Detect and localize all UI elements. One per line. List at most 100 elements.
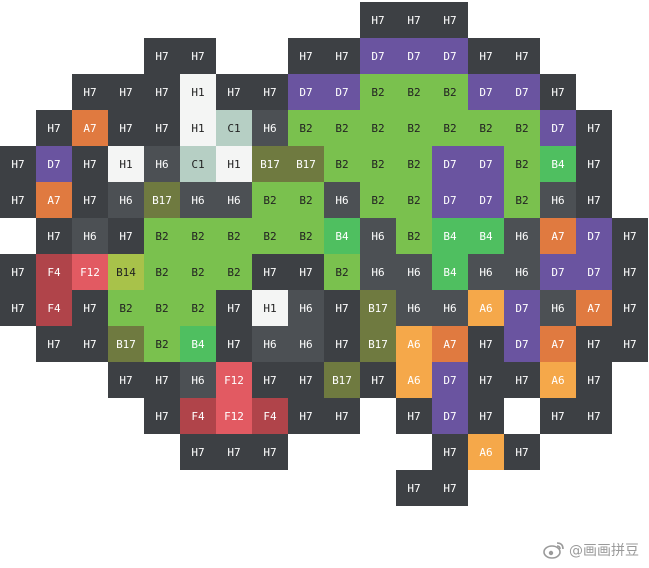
bead-cell-h6: H6 [360, 254, 396, 290]
bead-cell-h7: H7 [144, 362, 180, 398]
bead-cell-b17: B17 [324, 362, 360, 398]
bead-cell-h7: H7 [0, 290, 36, 326]
bead-cell-d7: D7 [324, 74, 360, 110]
bead-cell-b2: B2 [396, 218, 432, 254]
bead-cell-d7: D7 [396, 38, 432, 74]
bead-cell-h7: H7 [396, 470, 432, 506]
bead-cell-b2: B2 [504, 146, 540, 182]
bead-cell-h7: H7 [252, 362, 288, 398]
bead-cell-b4: B4 [540, 146, 576, 182]
bead-cell-h7: H7 [612, 326, 648, 362]
bead-cell-h7: H7 [576, 326, 612, 362]
bead-cell-a7: A7 [432, 326, 468, 362]
bead-cell-h6: H6 [468, 254, 504, 290]
bead-cell-b2: B2 [108, 290, 144, 326]
bead-cell-h7: H7 [36, 218, 72, 254]
bead-cell-h7: H7 [72, 74, 108, 110]
bead-cell-d7: D7 [504, 290, 540, 326]
bead-cell-b2: B2 [180, 290, 216, 326]
bead-cell-h7: H7 [288, 254, 324, 290]
bead-cell-h7: H7 [72, 326, 108, 362]
bead-cell-b2: B2 [432, 74, 468, 110]
bead-cell-h6: H6 [216, 182, 252, 218]
bead-cell-h7: H7 [468, 38, 504, 74]
bead-cell-h7: H7 [144, 110, 180, 146]
bead-cell-h7: H7 [468, 398, 504, 434]
bead-cell-b2: B2 [396, 182, 432, 218]
bead-cell-h7: H7 [0, 146, 36, 182]
bead-cell-b4: B4 [432, 218, 468, 254]
bead-cell-h6: H6 [360, 218, 396, 254]
bead-cell-h7: H7 [504, 362, 540, 398]
bead-cell-b2: B2 [144, 290, 180, 326]
bead-cell-d7: D7 [432, 362, 468, 398]
bead-cell-d7: D7 [36, 146, 72, 182]
bead-cell-b17: B17 [252, 146, 288, 182]
bead-cell-b4: B4 [468, 218, 504, 254]
bead-cell-h6: H6 [540, 182, 576, 218]
bead-cell-h6: H6 [108, 182, 144, 218]
bead-cell-h6: H6 [504, 218, 540, 254]
bead-cell-h6: H6 [432, 290, 468, 326]
bead-cell-h6: H6 [288, 326, 324, 362]
bead-cell-a6: A6 [396, 362, 432, 398]
bead-cell-b2: B2 [504, 110, 540, 146]
bead-cell-h7: H7 [540, 74, 576, 110]
bead-cell-h7: H7 [144, 74, 180, 110]
bead-cell-h6: H6 [540, 290, 576, 326]
bead-cell-d7: D7 [432, 182, 468, 218]
bead-cell-h7: H7 [252, 74, 288, 110]
bead-pattern-grid: H7 H7 H7 H7 H7 H7 H7 D7 D7 D7 H7 H7 H7 H7 H7 H1 H7 H7 D7 D7… [0, 2, 648, 506]
bead-cell-b2: B2 [360, 74, 396, 110]
bead-cell-h7: H7 [108, 110, 144, 146]
bead-cell-h7: H7 [576, 362, 612, 398]
bead-cell-a6: A6 [468, 434, 504, 470]
bead-cell-h6: H6 [396, 254, 432, 290]
bead-cell-b2: B2 [324, 254, 360, 290]
bead-cell-b2: B2 [144, 254, 180, 290]
bead-cell-h7: H7 [144, 398, 180, 434]
bead-cell-h7: H7 [288, 38, 324, 74]
bead-cell-h6: H6 [396, 290, 432, 326]
bead-cell-d7: D7 [504, 326, 540, 362]
bead-cell-h7: H7 [612, 290, 648, 326]
bead-cell-b4: B4 [324, 218, 360, 254]
bead-cell-h7: H7 [144, 38, 180, 74]
bead-cell-b2: B2 [180, 254, 216, 290]
bead-cell-b2: B2 [288, 218, 324, 254]
bead-cell-d7: D7 [360, 38, 396, 74]
bead-cell-h7: H7 [216, 434, 252, 470]
bead-cell-h7: H7 [108, 362, 144, 398]
bead-cell-d7: D7 [432, 398, 468, 434]
bead-cell-f12: F12 [216, 362, 252, 398]
bead-cell-a6: A6 [540, 362, 576, 398]
bead-cell-h7: H7 [216, 326, 252, 362]
bead-cell-d7: D7 [504, 74, 540, 110]
bead-cell-h7: H7 [252, 434, 288, 470]
bead-cell-d7: D7 [540, 254, 576, 290]
bead-cell-a7: A7 [72, 110, 108, 146]
bead-cell-b14: B14 [108, 254, 144, 290]
bead-cell-b4: B4 [180, 326, 216, 362]
bead-cell-b2: B2 [144, 326, 180, 362]
bead-cell-b17: B17 [360, 326, 396, 362]
bead-cell-h7: H7 [576, 182, 612, 218]
bead-cell-a7: A7 [576, 290, 612, 326]
bead-cell-d7: D7 [576, 254, 612, 290]
bead-cell-a6: A6 [396, 326, 432, 362]
bead-cell-b2: B2 [288, 110, 324, 146]
bead-cell-h7: H7 [72, 290, 108, 326]
bead-cell-h6: H6 [180, 362, 216, 398]
bead-cell-b2: B2 [396, 74, 432, 110]
bead-cell-a7: A7 [36, 182, 72, 218]
bead-cell-d7: D7 [288, 74, 324, 110]
bead-cell-h7: H7 [216, 290, 252, 326]
weibo-logo-icon [543, 541, 565, 559]
bead-cell-f12: F12 [216, 398, 252, 434]
bead-cell-h7: H7 [72, 146, 108, 182]
bead-cell-h7: H7 [468, 362, 504, 398]
bead-cell-b4: B4 [432, 254, 468, 290]
bead-cell-d7: D7 [468, 182, 504, 218]
bead-cell-b2: B2 [504, 182, 540, 218]
watermark: @画画拼豆 [543, 540, 639, 560]
